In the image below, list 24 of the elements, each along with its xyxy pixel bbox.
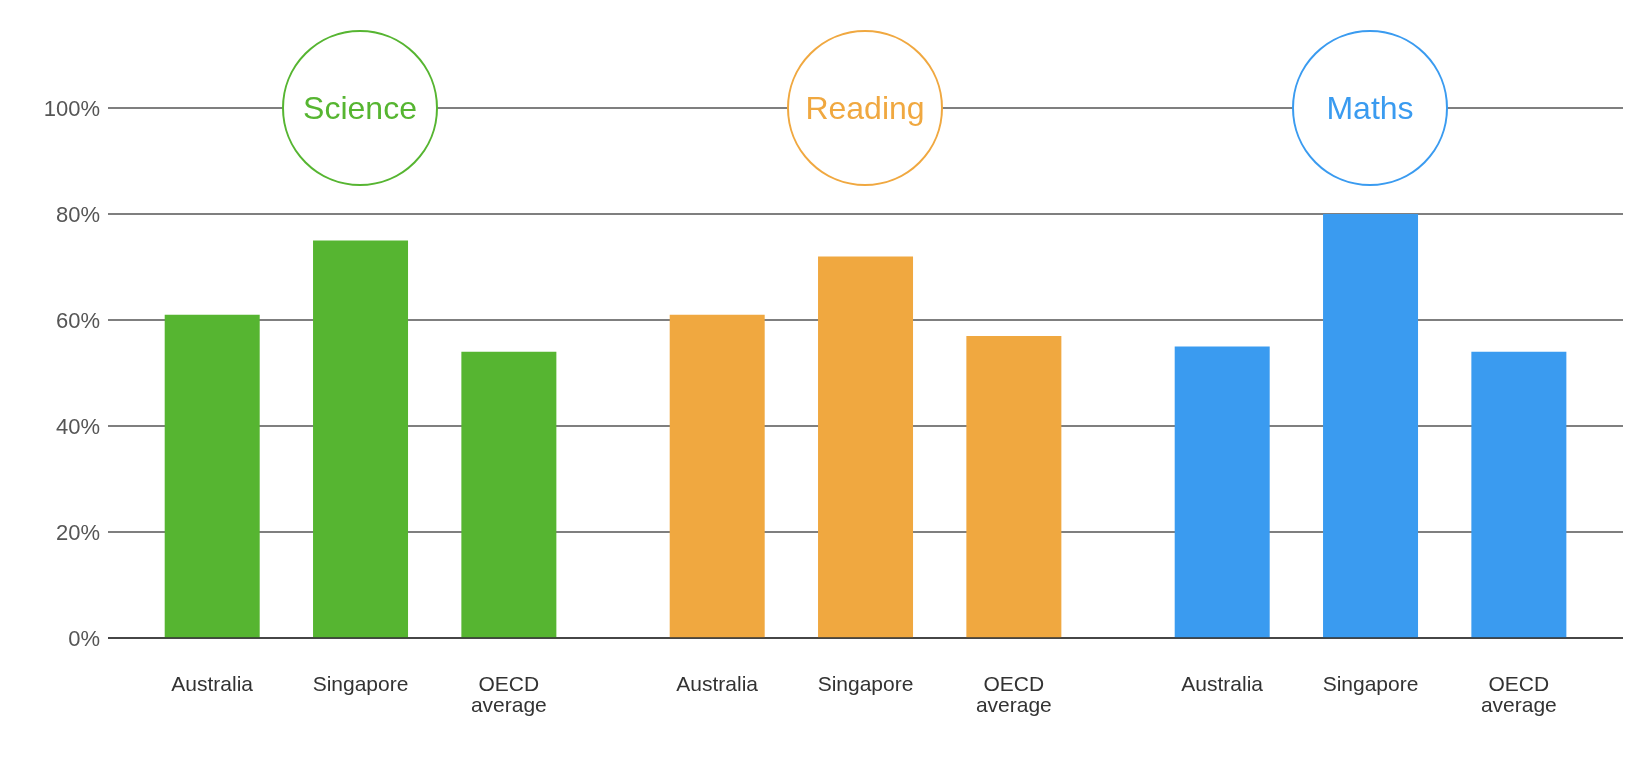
y-tick-label: 0%: [68, 625, 100, 651]
x-tick-label: OECD average: [1480, 671, 1557, 716]
x-tick-label: Australia: [676, 671, 759, 695]
bar: [461, 351, 557, 638]
x-tick-label: Singapore: [1322, 671, 1419, 695]
y-tick-label: 100%: [43, 95, 100, 121]
chart-title: Science: [303, 89, 417, 127]
bar: [313, 240, 409, 638]
title-circle: Reading: [787, 30, 943, 186]
x-tick-label: OECD average: [975, 671, 1052, 716]
title-circle: Science: [282, 30, 438, 186]
y-tick-label: 20%: [55, 519, 100, 545]
chart-title: Maths: [1326, 89, 1414, 127]
y-tick-label: 60%: [55, 307, 100, 333]
title-circle: Maths: [1292, 30, 1448, 186]
y-tick-label: 40%: [55, 413, 100, 439]
x-tick-label: Singapore: [817, 671, 914, 695]
bar: [164, 314, 260, 638]
x-tick-label: Singapore: [312, 671, 409, 695]
x-tick-label: Australia: [1181, 671, 1264, 695]
y-tick-label: 80%: [55, 201, 100, 227]
chart-title: Reading: [805, 89, 925, 127]
x-tick-label: OECD average: [470, 671, 547, 716]
x-tick-label: Australia: [171, 671, 254, 695]
